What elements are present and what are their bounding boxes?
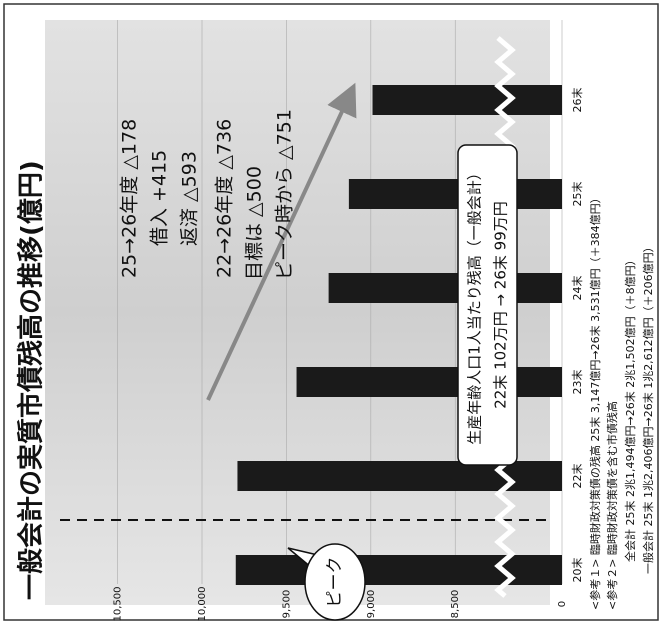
bubble-text: ピーク <box>325 557 345 608</box>
note: 一般会計 25末 1兆2,406億円→26末 1兆2,612億円（＋206億円） <box>641 241 655 574</box>
y-tick-label: 10,500 <box>113 587 124 622</box>
bar <box>296 367 562 397</box>
y-tick-label: 0 <box>557 601 568 607</box>
annotation: 22→26年度 △736 <box>214 119 236 278</box>
callout-text: 生産年齢人口1人当たり残高（一般会計） <box>466 165 484 445</box>
annotation: 目標は △500 <box>244 166 266 280</box>
annotation: ピーク時から △751 <box>274 109 296 280</box>
bar <box>372 85 562 115</box>
bar <box>328 273 563 303</box>
plot-background <box>45 20 550 605</box>
annotation: 借入 +415 <box>149 150 171 246</box>
note: <参考２> 臨時財政対策債を含む市債残高 <box>605 401 619 610</box>
x-tick-label: 25末 <box>570 182 584 207</box>
x-tick-label: 26末 <box>570 88 584 113</box>
note: <参考１> 臨時財政対策債の残高 25末 3,147億円→26末 3,531億円… <box>588 192 602 610</box>
bubble <box>304 543 366 621</box>
trend-arrow <box>206 82 357 401</box>
note: 全会計 25末 2兆1,494億円→26末 2兆1,502億円（＋8億円） <box>623 254 637 562</box>
x-tick-label: 24末 <box>570 276 584 301</box>
rotated-chart: 一般会計の実質市債残高の推移(億円) 10,500 10,000 9,500 9,00… <box>16 20 655 622</box>
y-tick-label: 9,000 <box>366 590 377 619</box>
y-tick-label: 10,000 <box>197 587 208 622</box>
bar <box>237 461 562 491</box>
annotation: 25→26年度 △178 <box>119 119 141 278</box>
bar <box>235 555 562 585</box>
x-tick-label: 22末 <box>570 464 584 489</box>
bar <box>348 179 562 209</box>
callout-box <box>457 144 518 466</box>
x-tick-label: 20末 <box>570 558 584 583</box>
y-tick-label: 9,500 <box>281 590 292 619</box>
y-tick-label: 8,500 <box>450 590 461 619</box>
chart-title: 一般会計の実質市債残高の推移(億円) <box>16 160 47 600</box>
annotation: 返済 △593 <box>179 151 201 246</box>
callout-text: 22末 102万円 → 26末 99万円 <box>492 201 510 409</box>
x-tick-label: 23末 <box>570 370 584 395</box>
